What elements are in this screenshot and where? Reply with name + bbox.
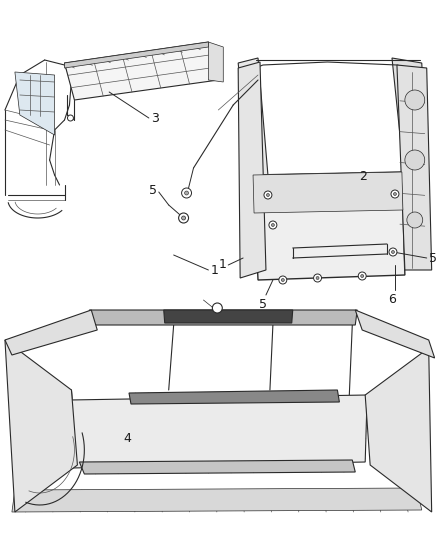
Polygon shape bbox=[253, 172, 405, 280]
Circle shape bbox=[361, 274, 364, 278]
Text: 6: 6 bbox=[388, 293, 396, 306]
Polygon shape bbox=[79, 460, 355, 474]
Circle shape bbox=[279, 276, 287, 284]
Text: 5: 5 bbox=[429, 252, 437, 264]
Polygon shape bbox=[397, 65, 432, 270]
Polygon shape bbox=[5, 310, 97, 355]
Polygon shape bbox=[64, 42, 208, 68]
Polygon shape bbox=[238, 62, 266, 278]
Polygon shape bbox=[238, 58, 268, 185]
Polygon shape bbox=[70, 395, 367, 468]
Polygon shape bbox=[89, 310, 357, 325]
Circle shape bbox=[182, 216, 186, 220]
Text: 2: 2 bbox=[359, 169, 367, 182]
Circle shape bbox=[179, 213, 188, 223]
Polygon shape bbox=[15, 72, 55, 135]
Circle shape bbox=[212, 303, 223, 313]
Circle shape bbox=[405, 90, 425, 110]
Polygon shape bbox=[5, 340, 78, 512]
Polygon shape bbox=[392, 58, 429, 192]
Polygon shape bbox=[208, 42, 223, 82]
Circle shape bbox=[392, 251, 395, 254]
Text: 5: 5 bbox=[259, 298, 267, 311]
Text: 4: 4 bbox=[123, 432, 131, 445]
Text: 3: 3 bbox=[151, 111, 159, 125]
Circle shape bbox=[184, 191, 188, 195]
Polygon shape bbox=[355, 310, 434, 358]
Circle shape bbox=[272, 223, 274, 227]
Polygon shape bbox=[12, 488, 422, 512]
Circle shape bbox=[358, 272, 366, 280]
Circle shape bbox=[67, 115, 74, 121]
Circle shape bbox=[264, 191, 272, 199]
Circle shape bbox=[391, 190, 399, 198]
Circle shape bbox=[389, 248, 397, 256]
Circle shape bbox=[407, 212, 423, 228]
Text: 1: 1 bbox=[210, 263, 218, 277]
Circle shape bbox=[281, 279, 284, 281]
Circle shape bbox=[266, 193, 269, 197]
Circle shape bbox=[316, 277, 319, 279]
Circle shape bbox=[269, 221, 277, 229]
Text: 5: 5 bbox=[149, 183, 157, 197]
Circle shape bbox=[182, 188, 191, 198]
Text: 1: 1 bbox=[219, 259, 226, 271]
Polygon shape bbox=[64, 42, 218, 100]
Circle shape bbox=[405, 150, 425, 170]
Circle shape bbox=[393, 192, 396, 196]
Polygon shape bbox=[365, 348, 432, 512]
Circle shape bbox=[314, 274, 321, 282]
Polygon shape bbox=[164, 310, 293, 323]
Polygon shape bbox=[129, 390, 339, 404]
Polygon shape bbox=[253, 172, 403, 213]
